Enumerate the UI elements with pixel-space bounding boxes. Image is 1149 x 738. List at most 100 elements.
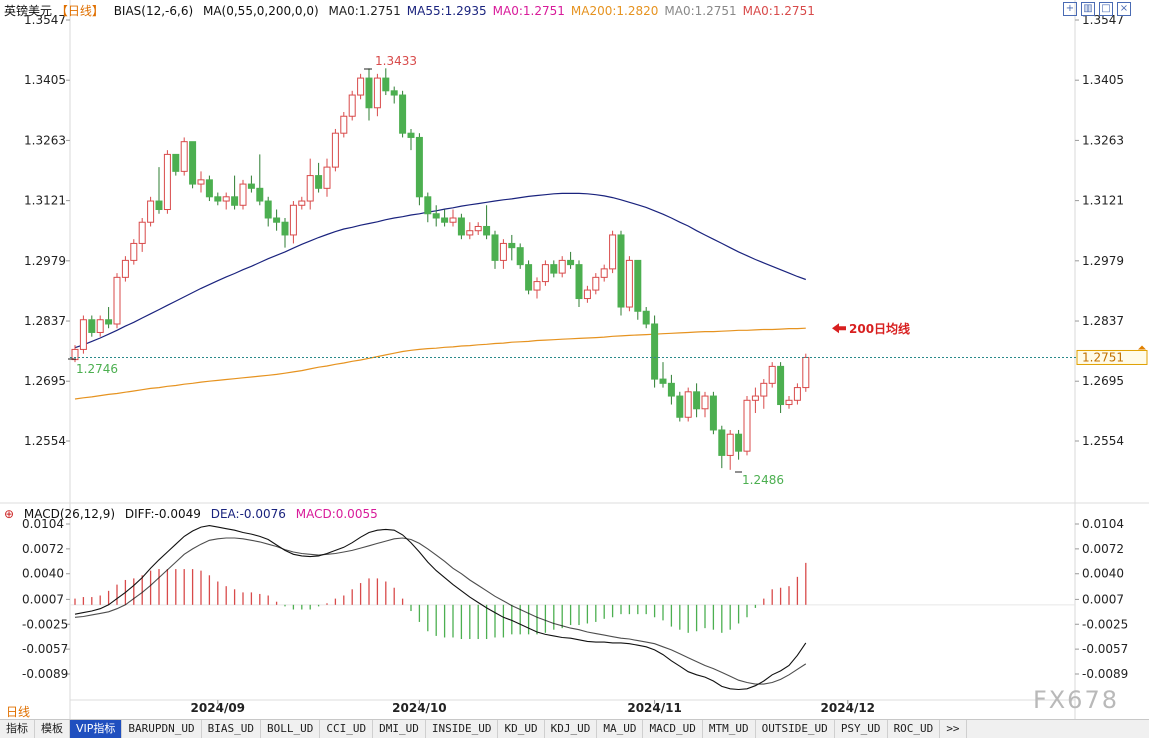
candle-41	[415, 133, 423, 206]
candle-body-64	[609, 234, 617, 270]
layout-icon[interactable]: ▥	[1081, 2, 1095, 16]
ma200-annotation: 200日均线	[849, 321, 910, 336]
candle-45	[449, 209, 457, 227]
toolbar-tab-1[interactable]: 模板	[35, 720, 70, 738]
candle-6	[121, 256, 129, 282]
macd-tick-label-left-3: 0.0007	[22, 592, 64, 606]
candle-body-30	[323, 166, 331, 189]
candle-body-54	[525, 264, 533, 291]
price-tick-label-left-0: 1.3547	[24, 13, 66, 27]
candle-body-79	[735, 433, 743, 452]
macd-tick-label-left-2: 0.0040	[22, 567, 64, 581]
toolbar-tab-0[interactable]: 指标	[0, 720, 35, 738]
candle-78	[726, 429, 734, 470]
candle-35	[365, 68, 373, 121]
candle-body-73	[684, 391, 692, 418]
toolbar-tab-4[interactable]: BIAS_UD	[202, 720, 261, 738]
candle-body-75	[701, 395, 709, 410]
price-tick-label-right-2: 1.3263	[1082, 133, 1124, 147]
period-label[interactable]: 日线	[6, 705, 31, 719]
candle-80	[743, 396, 751, 456]
toolbar-tab-15[interactable]: PSY_UD	[835, 720, 888, 738]
ma-value-5: MA0:1.2751	[742, 4, 815, 18]
candle-body-81	[751, 395, 759, 401]
price-tick-label-left-3: 1.3121	[24, 194, 66, 208]
ma-params-label[interactable]: MA(0,55,0,200,0,0)	[202, 4, 319, 18]
toolbar-tab-5[interactable]: BOLL_UD	[261, 720, 321, 738]
candle-7	[130, 239, 138, 265]
toolbar-tab-7[interactable]: DMI_UD	[373, 720, 426, 738]
candle-59	[567, 251, 575, 269]
toolbar-tab-10[interactable]: KDJ_UD	[545, 720, 598, 738]
toolbar-tab-14[interactable]: OUTSIDE_UD	[756, 720, 835, 738]
toolbar-tab-11[interactable]: MA_UD	[597, 720, 644, 738]
candle-body-25	[281, 221, 289, 236]
indicator-toolbar: 指标 模板 VIP指标 BARUPDN_UD BIAS_UD BOLL_UD CCI_UD D…	[0, 719, 1149, 738]
candle-body-58	[558, 259, 566, 274]
expand-icon[interactable]: +	[1063, 2, 1077, 16]
toolbar-tab-3[interactable]: BARUPDN_UD	[122, 720, 202, 738]
candle-8	[138, 217, 146, 252]
toolbar-tab-13[interactable]: MTM_UD	[703, 720, 756, 738]
toolbar-tab-12[interactable]: MACD_UD	[643, 720, 703, 738]
macd-diff: DIFF:-0.0049	[124, 507, 201, 521]
candle-53	[516, 243, 524, 269]
toolbar-tab-17[interactable]: >>	[940, 720, 967, 738]
candle-84	[777, 362, 785, 414]
ma-value-2: MA0:1.2751	[492, 4, 565, 18]
macd-tick-label-right-5: -0.0057	[1082, 642, 1128, 656]
candle-31	[331, 128, 339, 172]
candle-85	[785, 396, 793, 409]
candle-body-85	[785, 399, 793, 406]
candle-18	[222, 192, 230, 210]
macd-settings-icon[interactable]: ⊕	[4, 507, 15, 521]
price-chart-header: 英镑美元 【日线】 BIAS(12,-6,6) MA(0,55,0,200,0,…	[4, 2, 827, 19]
low-price-label: 1.2486	[742, 473, 784, 487]
candle-body-53	[516, 247, 524, 266]
toolbar-tab-16[interactable]: ROC_UD	[888, 720, 941, 738]
candle-81	[751, 387, 759, 414]
toolbar-tab-8[interactable]: INSIDE_UD	[426, 720, 499, 738]
candle-body-66	[625, 259, 633, 308]
candle-body-24	[273, 217, 281, 223]
candle-10	[155, 167, 163, 214]
candle-22	[256, 154, 264, 206]
candle-21	[247, 175, 255, 193]
candle-70	[659, 362, 667, 388]
toolbar-tab-6[interactable]: CCI_UD	[320, 720, 374, 738]
candle-42	[424, 192, 432, 223]
candle-24	[273, 209, 281, 231]
candle-body-31	[331, 132, 339, 168]
candle-1	[79, 315, 87, 354]
price-tick-label-right-4: 1.2979	[1082, 254, 1124, 268]
macd-label[interactable]: MACD(26,12,9)	[23, 507, 116, 521]
maximize-icon[interactable]: □	[1099, 2, 1113, 16]
candle-body-42	[424, 196, 432, 215]
candle-43	[432, 205, 440, 227]
candle-75	[701, 391, 709, 418]
candle-body-6	[121, 259, 129, 278]
candle-body-15	[197, 179, 205, 185]
toolbar-tab-2[interactable]: VIP指标	[70, 720, 123, 738]
candle-body-80	[743, 399, 751, 452]
candle-29	[315, 162, 323, 193]
bias-indicator-label[interactable]: BIAS(12,-6,6)	[113, 4, 194, 18]
toolbar-tab-9[interactable]: KD_UD	[498, 720, 545, 738]
candle-body-18	[222, 196, 230, 202]
ma-value-0: MA0:1.2751	[328, 4, 401, 18]
candle-body-52	[508, 242, 516, 249]
candle-body-60	[575, 264, 583, 300]
macd-tick-label-left-0: 0.0104	[22, 517, 64, 531]
candle-19	[231, 175, 239, 210]
candle-body-44	[441, 217, 449, 223]
candle-body-33	[348, 94, 356, 117]
candle-body-29	[315, 175, 323, 189]
price-tick-label-left-7: 1.2554	[24, 434, 66, 448]
candle-body-1	[79, 319, 87, 350]
macd-tick-label-left-5: -0.0057	[22, 642, 68, 656]
candle-66	[625, 256, 633, 312]
close-icon[interactable]: ×	[1117, 2, 1131, 16]
candle-5	[113, 273, 121, 329]
macd-dea: DEA:-0.0076	[210, 507, 286, 521]
start-price-label: 1.2746	[76, 362, 118, 376]
